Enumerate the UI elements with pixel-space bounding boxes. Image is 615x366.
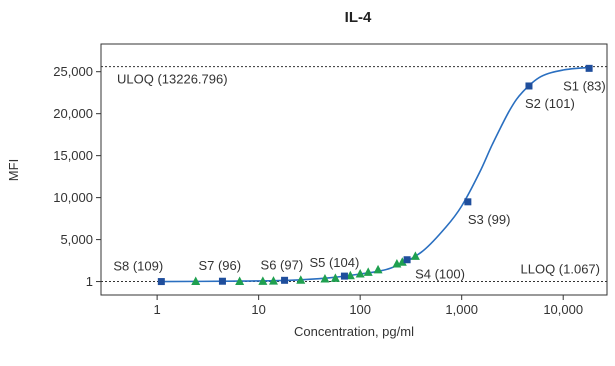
chart-title: IL-4 — [345, 9, 372, 26]
sample-point — [268, 276, 278, 285]
standard-label: S2 (101) — [525, 96, 575, 111]
standard-label: S8 (109) — [113, 259, 163, 274]
x-tick-label: 1,000 — [445, 302, 478, 317]
plot-area — [100, 43, 608, 296]
standard-point — [157, 278, 165, 286]
limit-label: LLOQ (1.067) — [521, 262, 601, 277]
standard-point — [281, 276, 289, 284]
sample-point — [191, 276, 201, 286]
sample-point — [373, 264, 383, 274]
sample-point — [330, 273, 340, 282]
sample-point — [410, 251, 420, 260]
standard-point — [585, 64, 593, 72]
standard-point — [464, 198, 472, 206]
sample-points — [191, 251, 420, 286]
limit-label: ULOQ (13226.796) — [117, 72, 228, 87]
y-tick-label: 1 — [86, 274, 93, 289]
standard-point — [218, 277, 226, 285]
standard-label: S1 (83) — [563, 78, 606, 93]
x-tick-label: 10,000 — [543, 302, 583, 317]
sample-point — [296, 275, 306, 284]
axis-ticks: 1 10 100 1,000 10,00015,00010,00015,00020,00… — [53, 64, 583, 317]
sample-point — [363, 267, 373, 276]
y-tick-label: 20,000 — [53, 106, 93, 121]
y-tick-label: 25,000 — [53, 64, 93, 79]
x-tick-label: 10 — [251, 302, 265, 317]
standard-point — [403, 256, 411, 264]
standard-points: S1 (83) S2 (101) S3 (99) S4 (100) S5 (104) S6… — [113, 64, 606, 286]
standard-label: S7 (96) — [198, 258, 241, 273]
standard-point — [340, 272, 348, 280]
sample-point — [235, 276, 245, 286]
sample-point — [355, 269, 365, 278]
y-tick-label: 15,000 — [53, 148, 93, 163]
sample-point — [258, 276, 268, 285]
sample-point — [320, 274, 330, 283]
x-tick-label: 1 — [154, 302, 161, 317]
y-tick-label: 10,000 — [53, 190, 93, 205]
standard-label: S3 (99) — [468, 212, 511, 227]
limit-lines: ULOQ (13226.796) LLOQ (1.067) — [101, 66, 607, 283]
standard-label: S6 (97) — [261, 257, 304, 272]
standard-label: S5 (104) — [309, 255, 359, 270]
standard-label: S4 (100) — [415, 267, 465, 282]
x-tick-label: 100 — [349, 302, 371, 317]
x-axis-label: Concentration, pg/ml — [294, 324, 414, 339]
y-tick-label: 5,000 — [60, 232, 93, 247]
sample-point — [397, 257, 407, 266]
sample-point — [345, 270, 355, 280]
y-axis-label: MFI — [6, 159, 21, 181]
standard-point — [525, 82, 533, 90]
